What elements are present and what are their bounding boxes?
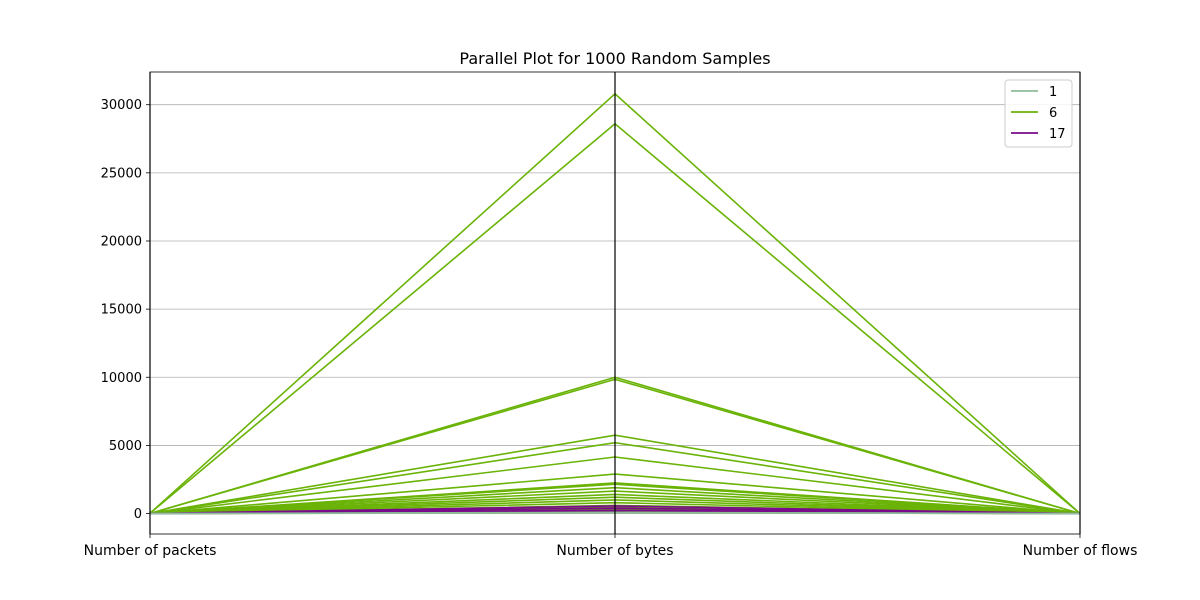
y-tick-label: 30000 <box>101 98 142 113</box>
legend-entry-label: 17 <box>1049 127 1066 142</box>
y-tick-label: 5000 <box>109 439 142 454</box>
x-tick-label: Number of flows <box>1023 543 1138 559</box>
legend-entry-label: 6 <box>1049 106 1057 121</box>
legend-box <box>1004 79 1073 148</box>
axes-layer: Number of packets Number of bytes Number o… <box>84 71 1138 559</box>
x-tick-label: Number of packets <box>84 543 217 559</box>
y-tick-label: 15000 <box>101 303 142 318</box>
legend-entry-label: 1 <box>1049 85 1057 100</box>
x-tick-label: Number of bytes <box>556 543 673 559</box>
y-tick-label: 25000 <box>101 166 142 181</box>
chart-title: Parallel Plot for 1000 Random Samples <box>459 49 770 68</box>
y-tick-label: 20000 <box>101 234 142 249</box>
y-tick-label: 0 <box>134 507 142 522</box>
y-tick-label: 10000 <box>101 371 142 386</box>
